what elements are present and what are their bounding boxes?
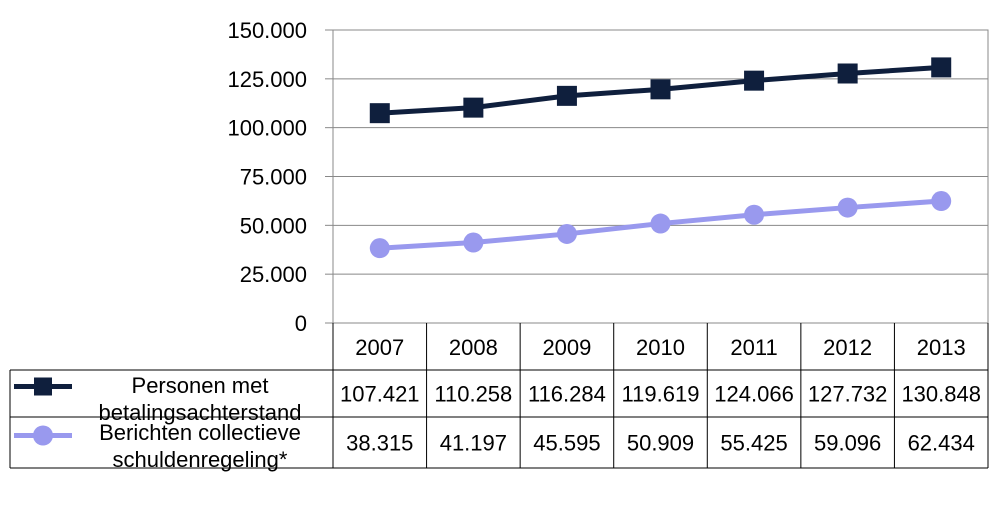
table-value-cell: 62.434 — [908, 431, 975, 456]
table-value-cell: 45.595 — [533, 431, 600, 456]
table-value-cell: 127.732 — [808, 382, 888, 407]
data-table: 2007 2008 2009 2010 2011 2012 2013 Personen met… — [9, 323, 989, 472]
data-point-square — [650, 79, 671, 100]
y-tick-label: 25.000 — [240, 262, 307, 287]
series-lines — [369, 57, 952, 259]
data-point-circle — [556, 223, 577, 244]
table-value-cell: 55.425 — [720, 431, 787, 456]
x-category-label: 2013 — [917, 335, 966, 360]
table-value-cell: 119.619 — [622, 382, 700, 407]
data-point-circle — [744, 204, 765, 225]
legend-label-line: Personen met — [132, 373, 269, 398]
legend-circle-marker — [33, 425, 53, 446]
y-tick-label: 125.000 — [227, 67, 307, 92]
legend-square-marker — [34, 377, 52, 396]
data-point-circle — [369, 238, 390, 259]
table-value-cell: 110.258 — [434, 382, 512, 407]
x-category-label: 2010 — [636, 335, 685, 360]
table-value-cell: 50.909 — [627, 431, 694, 456]
y-tick-label: 50.000 — [240, 213, 307, 238]
gridlines — [333, 29, 988, 275]
x-category-label: 2009 — [542, 335, 591, 360]
y-tick-label: 100.000 — [227, 116, 307, 141]
legend-label-line: schuldenregeling* — [113, 447, 288, 472]
data-point-circle — [837, 197, 858, 218]
data-point-square — [744, 70, 765, 91]
y-axis-ticks: 0 25.000 50.000 75.000 100.000 125.000 150.000 — [227, 18, 333, 336]
data-point-square — [556, 85, 577, 106]
data-point-circle — [931, 191, 952, 212]
x-category-label: 2011 — [730, 335, 777, 360]
table-value-cell: 116.284 — [528, 382, 606, 407]
table-value-cell: 59.096 — [814, 431, 881, 456]
table-value-cell: 38.315 — [346, 431, 413, 456]
data-point-square — [369, 103, 390, 124]
legend-label-line: Berichten collectieve — [99, 420, 301, 445]
data-point-square — [463, 97, 484, 118]
data-point-square — [837, 63, 858, 84]
y-tick-label: 0 — [295, 311, 307, 336]
x-category-label: 2007 — [355, 335, 404, 360]
x-category-label: 2008 — [449, 335, 498, 360]
y-tick-label: 150.000 — [227, 18, 307, 43]
data-point-circle — [650, 213, 671, 234]
table-value-cell: 107.421 — [340, 382, 420, 407]
y-tick-label: 75.000 — [240, 165, 307, 190]
table-value-cell: 130.848 — [901, 382, 981, 407]
table-value-cell: 124.066 — [714, 382, 794, 407]
x-category-label: 2012 — [823, 335, 872, 360]
data-point-square — [931, 57, 952, 78]
table-value-cell: 41.197 — [440, 431, 507, 456]
data-point-circle — [463, 232, 484, 253]
legend-label-line: betalingsachterstand — [98, 400, 301, 425]
